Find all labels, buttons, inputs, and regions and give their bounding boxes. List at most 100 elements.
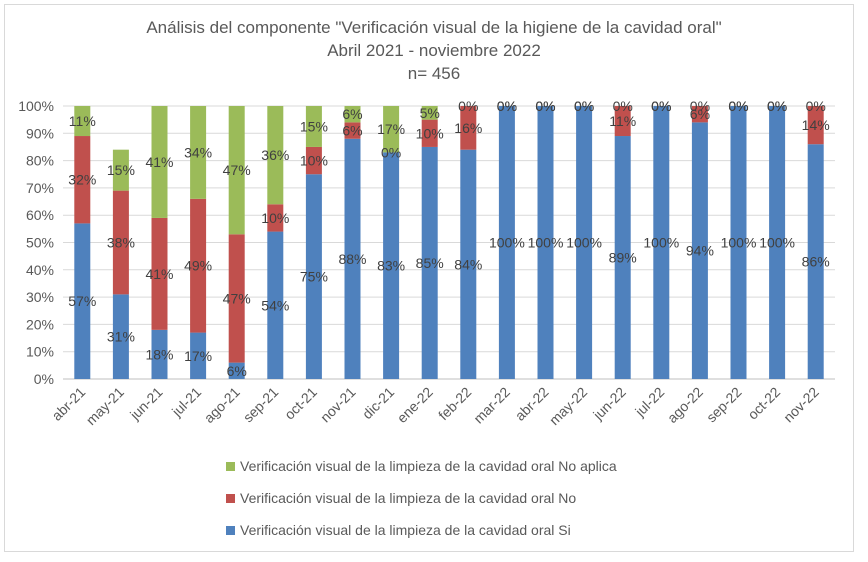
bar-segment (190, 106, 207, 199)
data-label: 83% (377, 258, 405, 274)
x-tick-label: jun-21 (126, 384, 166, 424)
data-label: 10% (300, 153, 328, 169)
bar-segment (267, 204, 284, 232)
data-label: 11% (609, 113, 636, 129)
bar-segment (730, 106, 747, 379)
data-label: 57% (68, 293, 96, 309)
data-label: 88% (338, 251, 366, 267)
data-label: 16% (454, 120, 482, 136)
x-tick-label: oct-21 (281, 384, 320, 423)
bar-segment (653, 106, 670, 379)
x-tick-label: jul-21 (168, 384, 204, 420)
bar-segment (344, 122, 361, 139)
x-tick-label: jun-22 (589, 384, 629, 424)
bar-segment (460, 149, 477, 379)
data-label: 0% (497, 98, 517, 114)
data-label: 6% (227, 363, 247, 379)
x-tick-label: may-21 (83, 384, 127, 428)
y-tick-label: 80% (26, 153, 54, 169)
bar-segment (691, 106, 708, 123)
x-tick-label: sep-21 (240, 384, 282, 426)
data-label: 0% (728, 98, 748, 114)
y-tick-label: 10% (26, 344, 54, 360)
legend: Verificación visual de la limpieza de la… (226, 458, 617, 538)
x-tick-label: oct-22 (744, 384, 783, 423)
legend-label: Verificación visual de la limpieza de la… (240, 490, 576, 506)
bar-segment (112, 149, 129, 191)
legend-swatch (226, 494, 235, 503)
bar-segment (151, 106, 168, 218)
data-label: 14% (802, 117, 830, 133)
data-label: 6% (690, 106, 710, 122)
data-label: 0% (651, 98, 671, 114)
data-label: 0% (613, 98, 633, 114)
x-tick-label: ene-22 (394, 384, 436, 426)
bar-segment (498, 106, 515, 379)
chart-title-line-2: Abril 2021 - noviembre 2022 (327, 41, 541, 60)
y-tick-label: 30% (26, 289, 54, 305)
y-axis-ticks: 0% 10% 20% 30% 40% 50% 60% 70% 80% 90% 100% (18, 98, 54, 387)
data-label: 17% (184, 348, 212, 364)
x-tick-label: jul-22 (631, 384, 667, 420)
data-label: 100% (489, 235, 525, 251)
data-label: 5% (420, 105, 440, 121)
legend-label: Verificación visual de la limpieza de la… (240, 458, 617, 474)
bar-segment (614, 136, 631, 379)
bar-segment (614, 106, 631, 137)
data-label: 84% (454, 256, 482, 272)
data-label: 18% (145, 346, 173, 362)
chart-title: Análisis del componente "Verificación vi… (146, 18, 721, 83)
bar-segment (74, 136, 91, 224)
data-labels: 57% 32% 11% 31% 38% 15% 18% 41% 41% 17% 49% 34% 6% 47… (68, 98, 829, 379)
data-label: 100% (759, 235, 795, 251)
bar-segment (576, 106, 593, 379)
data-label: 100% (721, 235, 757, 251)
data-label: 100% (528, 235, 564, 251)
data-label: 41% (145, 154, 173, 170)
data-label: 0% (806, 98, 826, 114)
data-label: 89% (609, 250, 637, 266)
bar-segment (228, 362, 245, 379)
gridlines (63, 105, 835, 380)
bar-segment (305, 174, 322, 379)
data-label: 10% (261, 210, 289, 226)
data-label: 0% (690, 98, 710, 114)
y-tick-label: 90% (26, 125, 54, 141)
y-tick-label: 100% (18, 98, 54, 114)
data-label: 47% (223, 290, 251, 306)
data-label: 47% (223, 162, 251, 178)
bar-segment (344, 106, 361, 123)
bar-segment (691, 122, 708, 379)
data-label: 86% (802, 254, 830, 270)
x-tick-label: nov-22 (780, 384, 822, 426)
bar-segment (151, 329, 168, 379)
data-label: 0% (574, 98, 594, 114)
data-label: 0% (535, 98, 555, 114)
bar-segment (190, 198, 207, 333)
bar-segment (344, 138, 361, 379)
bar-segment (305, 146, 322, 175)
bar-segment (267, 231, 284, 379)
data-label: 36% (261, 147, 289, 163)
bar-segment (807, 144, 824, 379)
chart-title-line-1: Análisis del componente "Verificación vi… (146, 18, 721, 37)
data-label: 17% (377, 121, 405, 137)
data-label: 100% (566, 235, 602, 251)
data-label: 0% (574, 98, 594, 114)
data-label: 54% (261, 297, 289, 313)
data-label: 10% (416, 125, 444, 141)
bar-segment (228, 234, 245, 363)
data-label: 49% (184, 258, 212, 274)
data-label: 6% (342, 123, 362, 139)
bar-segment (190, 332, 207, 379)
x-tick-label: mar-22 (470, 384, 513, 427)
bar-segment (769, 106, 786, 379)
bar-segment (537, 106, 554, 379)
data-label: 0% (767, 98, 787, 114)
data-label: 100% (643, 235, 679, 251)
data-label: 6% (342, 106, 362, 122)
data-label: 94% (686, 243, 714, 259)
bar-segment (421, 119, 438, 147)
